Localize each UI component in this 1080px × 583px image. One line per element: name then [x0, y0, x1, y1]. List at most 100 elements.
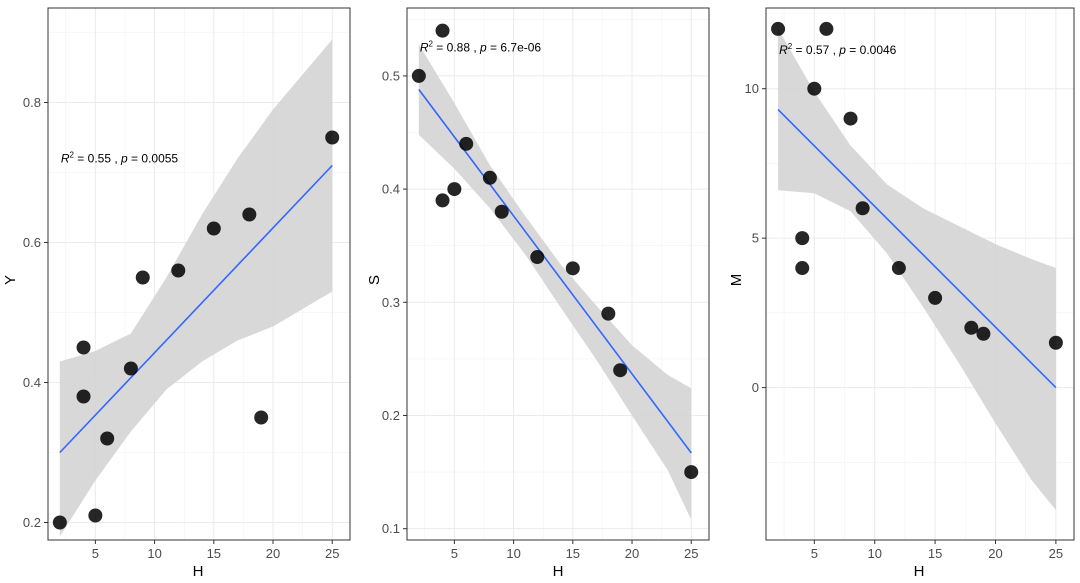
data-point — [964, 320, 979, 335]
data-point — [135, 270, 150, 285]
p-value: 0.0046 — [860, 43, 897, 57]
data-point — [435, 23, 450, 38]
comma-separator: , — [470, 41, 480, 55]
p-symbol: p — [120, 152, 128, 166]
y-tick-label: 0.5 — [382, 68, 400, 83]
data-point — [530, 250, 545, 265]
data-point — [494, 204, 509, 219]
data-point — [1048, 335, 1063, 350]
x-axis-title: H — [553, 563, 564, 580]
regression-annotation: R2 = 0.88 , p = 6.7e-06 — [420, 40, 542, 55]
x-tick-label: 15 — [928, 546, 942, 561]
panel-s-vs-h: 5 10 15 20 25 0.1 0.2 0.3 0.4 0.5 H S R2 = 0.88 , p … — [366, 7, 710, 580]
panel-m-vs-h: 5 10 15 20 25 0 5 10 H M R2 = 0.57 , p = 0.0046 — [728, 7, 1075, 580]
panel-border — [47, 7, 351, 541]
x-tick-label: 10 — [867, 546, 881, 561]
x-tick-label: 25 — [1049, 546, 1063, 561]
equals-sign: = — [128, 152, 142, 166]
regression-line — [59, 164, 333, 454]
confidence-band — [59, 39, 333, 537]
regression-line — [777, 109, 1057, 389]
y-axis-title: Y — [2, 275, 19, 285]
data-point — [76, 389, 91, 404]
data-point — [976, 326, 991, 341]
data-point — [76, 340, 91, 355]
data-point — [88, 508, 103, 523]
x-tick-label: 5 — [451, 546, 458, 561]
y-tick-label: 0.1 — [382, 521, 400, 536]
r-symbol: R — [779, 43, 788, 57]
p-symbol: p — [479, 41, 487, 55]
equals-sign: = — [846, 43, 860, 57]
data-point — [807, 81, 822, 96]
y-tick-label: 0 — [752, 380, 759, 395]
data-point — [795, 261, 810, 276]
x-tick-label: 25 — [684, 546, 698, 561]
r2-value: 0.55 — [88, 152, 112, 166]
data-point — [254, 410, 269, 425]
data-point — [459, 136, 474, 151]
r-symbol: R — [61, 152, 70, 166]
comma-separator: , — [829, 43, 839, 57]
x-tick-label: 5 — [811, 546, 818, 561]
y-axis-title: M — [728, 274, 745, 287]
data-point — [171, 263, 186, 278]
x-tick-label: 10 — [147, 546, 161, 561]
regression-annotation: R2 = 0.55 , p = 0.0055 — [61, 151, 179, 166]
r2-value: 0.57 — [806, 43, 830, 57]
x-tick-label: 20 — [988, 546, 1002, 561]
panel-border — [765, 7, 1075, 541]
x-tick-label: 15 — [207, 546, 221, 561]
data-point — [601, 306, 616, 321]
data-point — [855, 201, 870, 216]
equals-sign: = — [792, 43, 806, 57]
data-point — [684, 465, 699, 480]
data-point — [891, 261, 906, 276]
data-point — [795, 231, 810, 246]
equals-sign: = — [487, 41, 501, 55]
r2-value: 0.88 — [447, 41, 471, 55]
x-tick-label: 20 — [625, 546, 639, 561]
data-point — [100, 431, 115, 446]
confidence-band — [778, 28, 1056, 511]
panel-border — [406, 7, 710, 541]
r-symbol: R — [420, 41, 429, 55]
equals-sign: = — [433, 41, 447, 55]
superscript-2: 2 — [788, 42, 793, 51]
data-point — [843, 111, 858, 126]
data-point — [613, 363, 628, 378]
x-tick-label: 15 — [566, 546, 580, 561]
x-axis-title: H — [914, 563, 925, 580]
data-point — [447, 182, 462, 197]
x-tick-label: 20 — [266, 546, 280, 561]
panel-y-vs-h: 5 10 15 20 25 0.2 0.4 0.6 0.8 H Y R2 = 0.55 , p = 0… — [2, 7, 351, 580]
y-tick-label: 0.3 — [382, 295, 400, 310]
data-point — [411, 68, 426, 83]
data-point — [565, 261, 580, 276]
data-point — [482, 170, 497, 185]
p-symbol: p — [838, 43, 846, 57]
y-tick-label: 0.8 — [23, 95, 41, 110]
data-point — [123, 361, 138, 376]
equals-sign: = — [74, 152, 88, 166]
superscript-2: 2 — [429, 40, 434, 49]
y-tick-label: 0.2 — [382, 408, 400, 423]
p-value: 6.7e-06 — [500, 41, 541, 55]
p-value: 0.0055 — [141, 152, 178, 166]
y-tick-label: 5 — [752, 231, 759, 246]
x-tick-label: 10 — [506, 546, 520, 561]
x-tick-label: 25 — [325, 546, 339, 561]
y-tick-label: 0.6 — [23, 235, 41, 250]
data-point — [435, 193, 450, 208]
data-point — [819, 21, 834, 36]
y-tick-label: 10 — [745, 81, 759, 96]
confidence-band — [418, 44, 692, 520]
y-tick-label: 0.4 — [382, 182, 400, 197]
data-point — [771, 21, 786, 36]
y-tick-label: 0.4 — [23, 375, 41, 390]
regression-annotation: R2 = 0.57 , p = 0.0046 — [779, 42, 897, 57]
data-point — [325, 130, 340, 145]
y-axis-title: S — [366, 275, 383, 285]
comma-separator: , — [111, 152, 121, 166]
